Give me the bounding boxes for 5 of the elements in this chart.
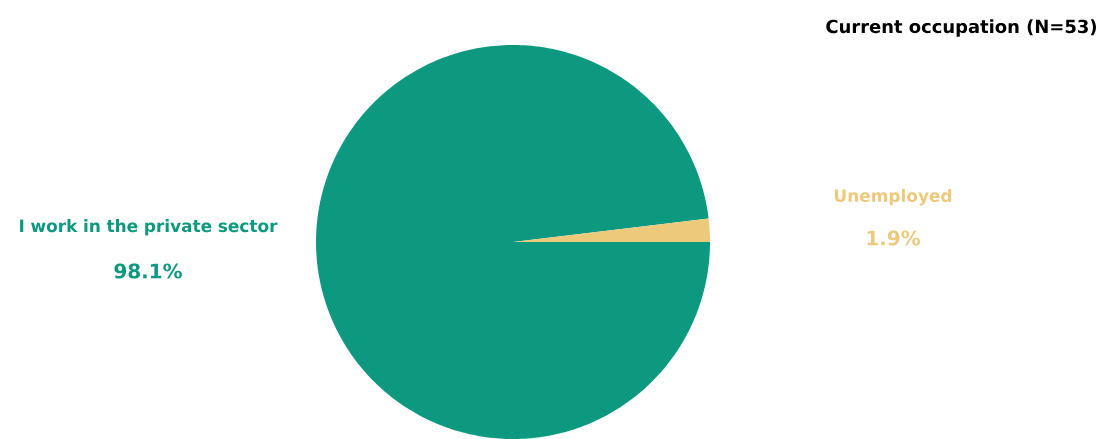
data-label: 1.9% xyxy=(867,230,921,246)
slice-label: Unemployed xyxy=(835,188,952,206)
chart-title: Current occupation (N=53) xyxy=(826,19,1096,37)
slice-label: I work in the private sector xyxy=(20,219,278,236)
data-label: 98.1% xyxy=(114,263,182,279)
